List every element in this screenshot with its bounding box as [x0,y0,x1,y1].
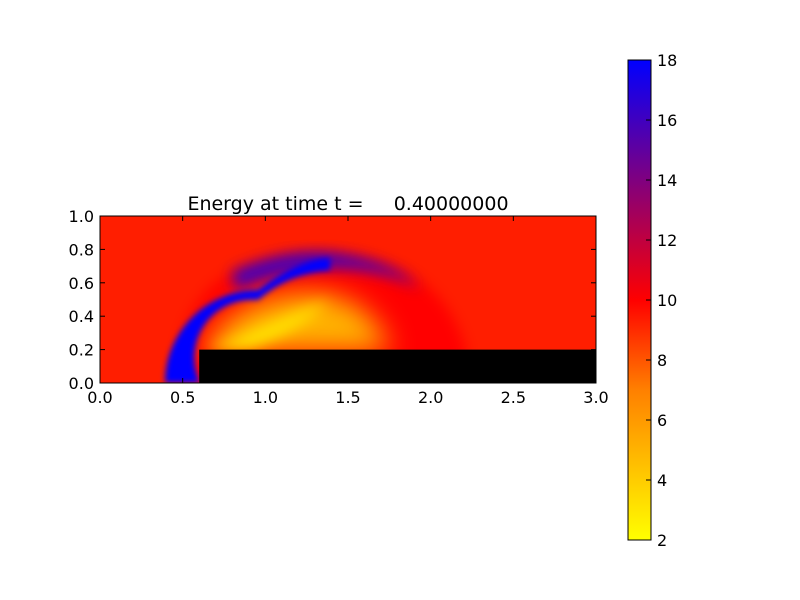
x-tick-label: 0.0 [87,388,112,407]
x-tick-label: 1.5 [335,388,360,407]
colorbar-tick-label: 18 [657,51,677,70]
x-tick-label: 3.0 [583,388,608,407]
colorbar-ticks: 2 4 6 8 10 12 14 16 18 [646,51,677,550]
y-tick-label: 0.6 [69,274,94,293]
colorbar-tick-label: 2 [657,531,667,550]
x-tick-label: 2.5 [501,388,526,407]
colorbar-tick-label: 14 [657,171,677,190]
x-tick-label: 0.5 [170,388,195,407]
colorbar-tick-label: 16 [657,111,677,130]
colorbar-tick-label: 4 [657,471,667,490]
colorbar-tick-label: 6 [657,411,667,430]
obstacle-step [199,349,596,383]
colorbar-tick-label: 10 [657,291,677,310]
colorbar-gradient [628,60,651,540]
x-tick-label: 2.0 [418,388,443,407]
heatmap-shock-front [165,258,330,383]
heatmap-high-energy-band [232,252,420,290]
chart-title: Energy at time t = 0.40000000 [187,193,508,215]
y-tick-label: 0.4 [69,307,94,326]
heatmap-low-energy-streak [204,300,330,350]
y-tick-label: 1.0 [69,207,94,226]
colorbar-tick-label: 12 [657,231,677,250]
y-tick-label: 0.8 [69,240,94,259]
y-tick-label: 0.2 [69,341,94,360]
colorbar-tick-label: 8 [657,351,667,370]
x-axis: 0.0 0.5 1.0 1.5 2.0 2.5 3.0 [87,216,609,407]
y-tick-label: 0.0 [69,374,94,393]
x-tick-label: 1.0 [253,388,278,407]
heatmap-area [99,215,597,384]
colorbar: 2 4 6 8 10 12 14 16 18 [627,51,677,550]
y-axis: 0.0 0.2 0.4 0.6 0.8 1.0 [69,207,596,393]
